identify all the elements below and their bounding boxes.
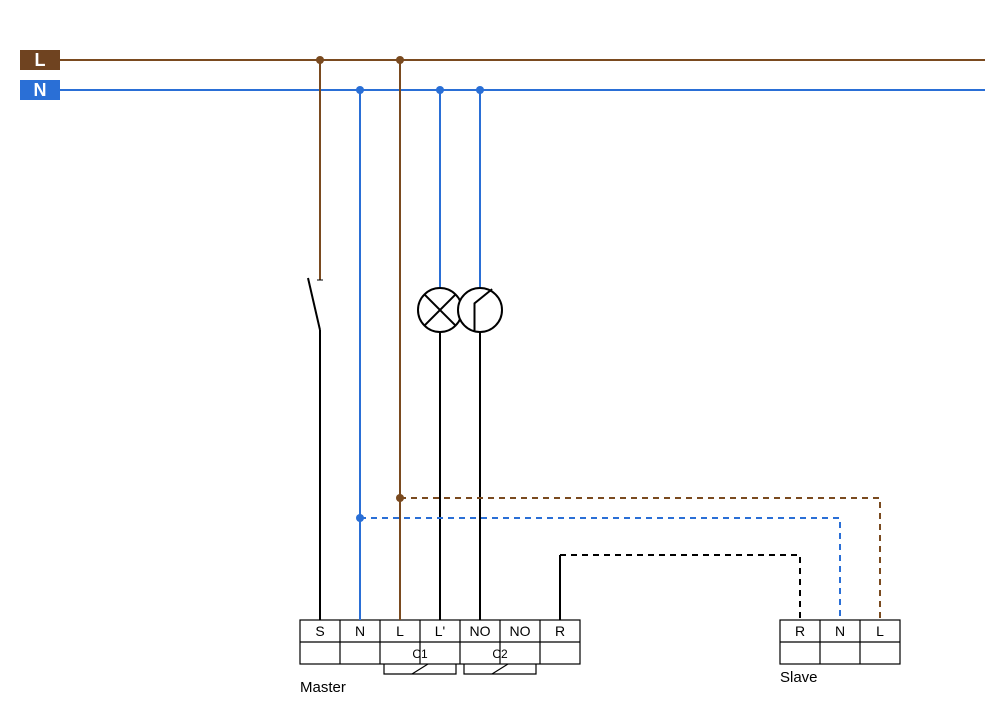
master-term-S: S: [315, 623, 324, 639]
master-caption: Master: [300, 679, 346, 696]
master-group-C1: C1: [412, 647, 428, 661]
junction-dot: [396, 494, 404, 502]
junction-dot: [476, 86, 484, 94]
master-term-NO: NO: [470, 623, 491, 639]
motor-symbol: [458, 288, 502, 332]
neutral-bus-label: N: [34, 80, 47, 100]
junction-dot: [356, 86, 364, 94]
slave-caption: Slave: [780, 669, 818, 686]
master-term-L: L: [396, 623, 404, 639]
junction-dot: [316, 56, 324, 64]
slave-term-R: R: [795, 623, 805, 639]
junction-dot: [436, 86, 444, 94]
master-group-C2: C2: [492, 647, 508, 661]
junction-dot: [396, 56, 404, 64]
master-term-L': L': [435, 623, 445, 639]
lamp-symbol: [418, 288, 462, 332]
slave-term-N: N: [835, 623, 845, 639]
master-term-R: R: [555, 623, 565, 639]
slave-term-L: L: [876, 623, 884, 639]
master-term-N: N: [355, 623, 365, 639]
master-term-NO: NO: [510, 623, 531, 639]
junction-dot: [356, 514, 364, 522]
live-bus-label: L: [35, 50, 46, 70]
